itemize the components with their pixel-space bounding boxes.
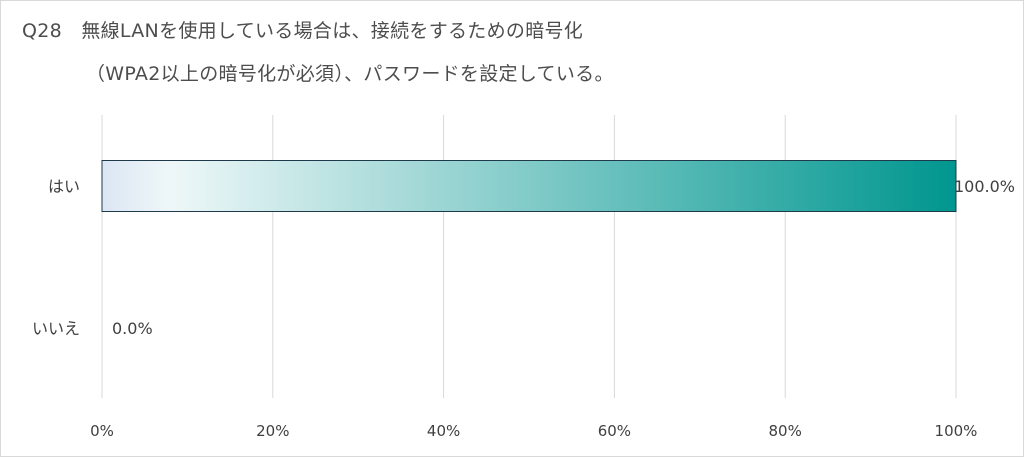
chart-title-line-2: （WPA2以上の暗号化が必須）、パスワードを設定している。	[86, 63, 614, 85]
bars	[101, 160, 957, 212]
category-label: はい	[48, 177, 80, 196]
x-tick-label: 20%	[256, 422, 289, 440]
x-tick-label: 40%	[427, 422, 460, 440]
grid-lines	[101, 115, 957, 398]
bar-0	[101, 160, 957, 212]
x-tick-label: 0%	[90, 422, 114, 440]
value-label: 0.0%	[112, 319, 153, 338]
x-tick-label: 60%	[598, 422, 631, 440]
category-label: いいえ	[32, 319, 80, 338]
chart-title-line-1: Q28 無線LANを使用している場合は、接続をするための暗号化	[22, 20, 584, 42]
x-tick-label: 80%	[769, 422, 802, 440]
labels: 0% 20% 40% 60% 80% 100% はい 100.0% いいえ 0.0%	[32, 177, 1015, 440]
x-tick-label: 100%	[935, 422, 978, 440]
value-label: 100.0%	[954, 177, 1015, 196]
